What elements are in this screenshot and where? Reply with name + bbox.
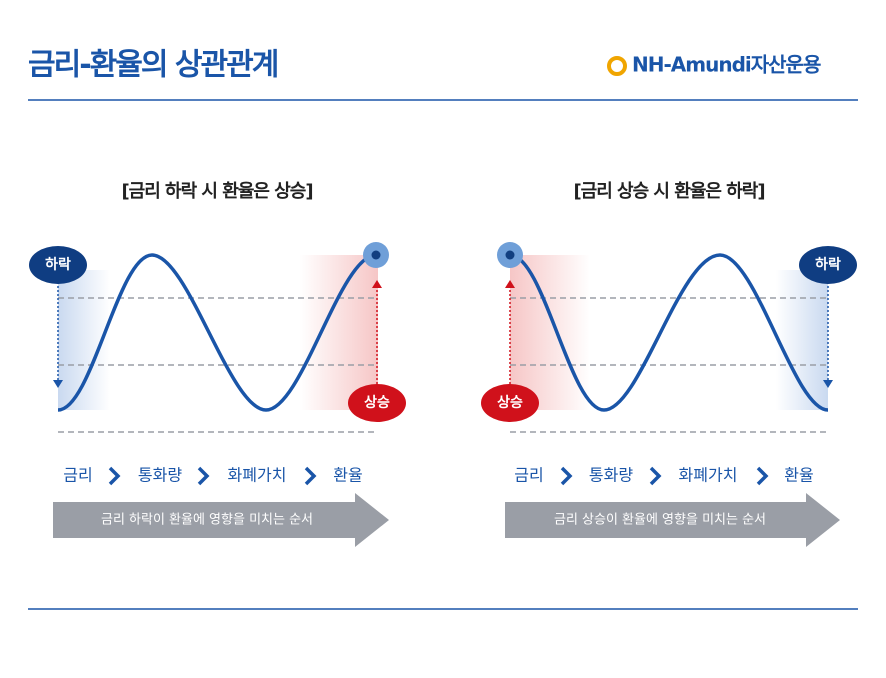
shade — [510, 255, 590, 410]
logo: NH-Amundi자산운용 — [632, 53, 821, 77]
logo-icon — [607, 56, 627, 76]
panel-title: [금리 상승 시 환율은 하락] — [573, 180, 764, 202]
panel-title: [금리 하락 시 환율은 상승] — [121, 180, 312, 202]
badge — [29, 246, 87, 284]
flow-step: 금리 — [514, 466, 543, 485]
flow-step: 금리 — [63, 466, 92, 485]
point — [371, 250, 381, 260]
arrow-text: 금리 하락이 환율에 영향을 미치는 순서 — [101, 513, 313, 528]
wave — [509, 253, 829, 412]
point — [505, 250, 515, 260]
flow-step: 환율 — [333, 466, 362, 485]
page-title: 금리-환율의 상관관계 — [28, 48, 278, 83]
arrow-head — [823, 380, 833, 388]
order-arrow — [53, 493, 389, 547]
chevrons — [560, 466, 769, 486]
shade — [776, 270, 828, 410]
flow-step: 화폐가치 — [679, 466, 738, 485]
flow-step: 통화량 — [589, 466, 633, 485]
shade — [58, 270, 110, 410]
flow-step: 화폐가치 — [228, 466, 287, 485]
badge — [348, 384, 406, 422]
shade — [300, 255, 378, 410]
badge-label: 상승 — [497, 395, 523, 411]
badge — [481, 384, 539, 422]
panel: [금리 상승 시 환율은 하락] 상승 하락 금리 통화량 화폐가치 환율 금리… — [481, 180, 857, 547]
badge-label: 하락 — [45, 256, 71, 273]
arrow-head — [372, 280, 382, 288]
order-arrow — [505, 493, 840, 547]
badge — [799, 246, 857, 284]
arrow-text: 금리 상승이 환율에 영향을 미치는 순서 — [554, 513, 766, 528]
arrow-head — [53, 380, 63, 388]
flow-step: 통화량 — [138, 466, 182, 485]
panel: [금리 하락 시 환율은 상승] 하락 상승 금리 통화량 화폐가치 환율 금리… — [29, 180, 406, 547]
badge-label: 하락 — [815, 256, 841, 273]
chevrons — [108, 466, 317, 486]
arrow-head — [505, 280, 515, 288]
flow-step: 환율 — [784, 466, 813, 485]
wave — [57, 253, 377, 412]
badge-label: 상승 — [364, 395, 390, 411]
